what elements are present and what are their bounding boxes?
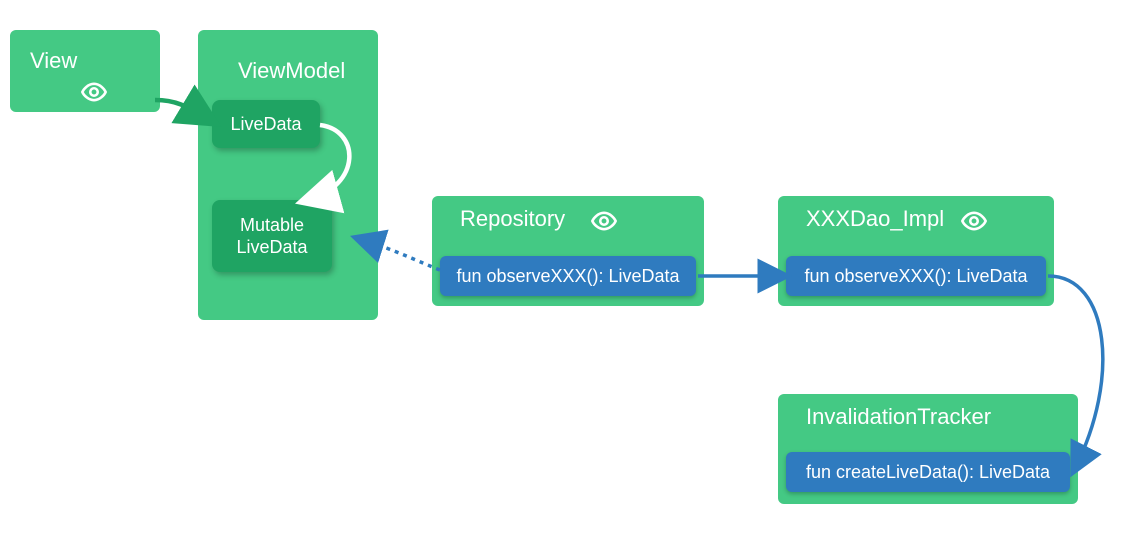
mutable-livedata-label: MutableLiveData bbox=[230, 214, 313, 259]
eye-icon bbox=[80, 78, 108, 106]
livedata-box: LiveData bbox=[212, 100, 320, 148]
mutable-livedata-box: MutableLiveData bbox=[212, 200, 332, 272]
eye-icon bbox=[960, 207, 988, 235]
view-title: View bbox=[30, 48, 77, 74]
repository-title: Repository bbox=[460, 206, 565, 232]
eye-icon bbox=[590, 207, 618, 235]
dao-title: XXXDao_Impl bbox=[806, 206, 944, 232]
dao-fun-box: fun observeXXX(): LiveData bbox=[786, 256, 1046, 296]
viewmodel-box: ViewModel bbox=[198, 30, 378, 320]
viewmodel-title: ViewModel bbox=[238, 58, 345, 84]
tracker-title: InvalidationTracker bbox=[806, 404, 991, 430]
tracker-fun-label: fun createLiveData(): LiveData bbox=[796, 462, 1060, 483]
repository-fun-label: fun observeXXX(): LiveData bbox=[446, 266, 689, 287]
livedata-label: LiveData bbox=[224, 113, 307, 136]
repository-fun-box: fun observeXXX(): LiveData bbox=[440, 256, 696, 296]
tracker-fun-box: fun createLiveData(): LiveData bbox=[786, 452, 1070, 492]
dao-fun-label: fun observeXXX(): LiveData bbox=[794, 266, 1037, 287]
